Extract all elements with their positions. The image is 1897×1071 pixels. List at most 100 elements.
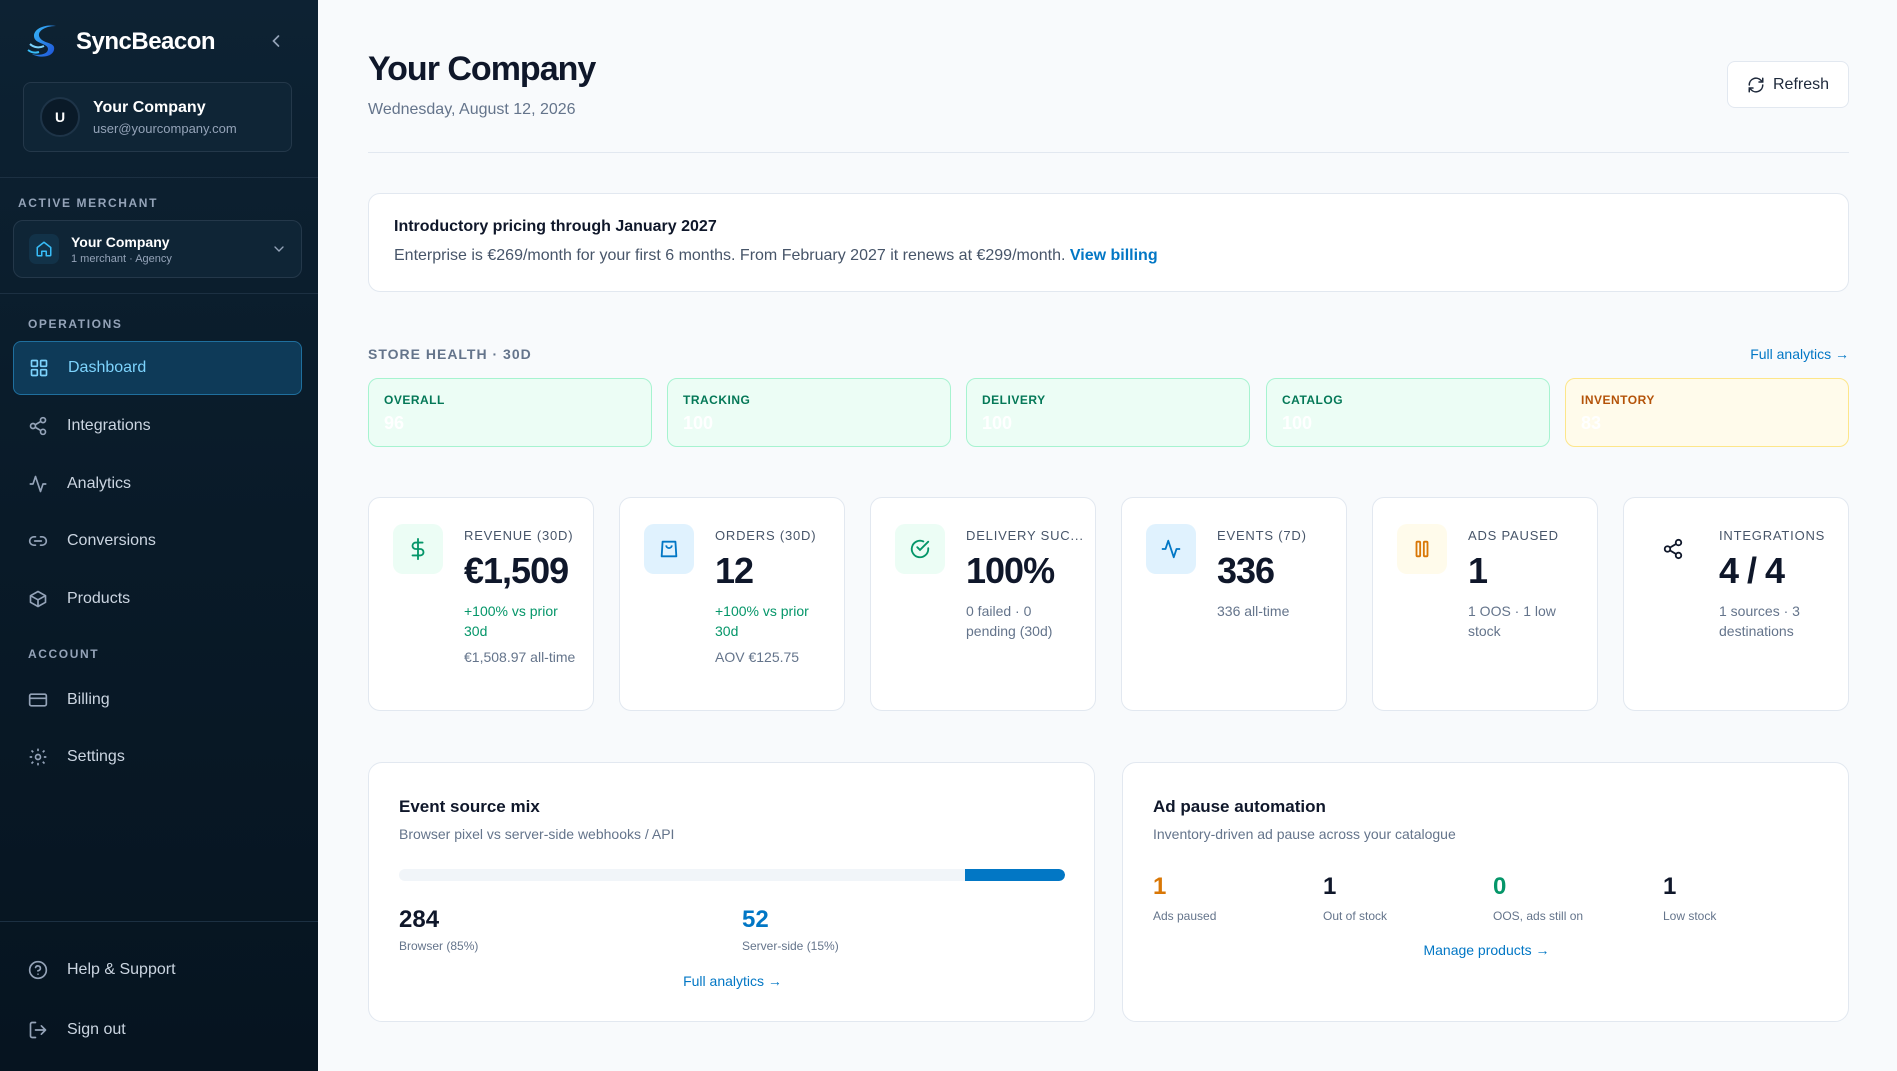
health-card-catalog[interactable]: CATALOG 100 <box>1266 378 1550 447</box>
help-circle-icon <box>28 960 48 980</box>
browser-count: 284 <box>399 906 440 933</box>
banner-title: Introductory pricing through January 202… <box>394 218 717 235</box>
page-title: Your Company <box>368 50 596 88</box>
server-side-bar-segment <box>965 869 1065 881</box>
sidebar-item-label: Dashboard <box>68 359 147 376</box>
sidebar-item-label: Sign out <box>67 1021 126 1038</box>
dollar-icon <box>393 524 443 574</box>
health-card-value: 96 <box>384 413 405 433</box>
kpi-change: +100% vs prior 30d <box>715 603 809 639</box>
oos-ads-on-count: 0 <box>1493 873 1507 900</box>
kpi-value: 1 <box>1468 550 1488 591</box>
kpi-value: 12 <box>715 550 754 591</box>
kpi-card-revenue: REVENUE (30D) €1,509 +100% vs prior 30d … <box>368 497 594 711</box>
sidebar-item-help-support[interactable]: Help & Support <box>13 943 302 997</box>
health-card-name: CATALOG <box>1282 393 1344 407</box>
oos-ads-on-label: OOS, ads still on <box>1493 909 1584 923</box>
health-card-overall[interactable]: OVERALL 96 <box>368 378 652 447</box>
view-billing-link[interactable]: View billing <box>1069 247 1158 264</box>
kpi-label: ORDERS (30D) <box>715 528 817 543</box>
sidebar-item-label: Conversions <box>67 532 156 549</box>
low-stock-label: Low stock <box>1663 909 1717 923</box>
ads-paused-label: Ads paused <box>1153 909 1217 923</box>
sidebar-item-analytics[interactable]: Analytics <box>13 457 302 511</box>
brand[interactable]: SyncBeacon <box>26 22 216 62</box>
sidebar-item-label: Products <box>67 590 131 607</box>
kpi-card-ads-paused: ADS PAUSED 1 1 OOS · 1 low stock <box>1372 497 1598 711</box>
activity-icon <box>28 474 48 494</box>
panel-subtitle: Inventory-driven ad pause across your ca… <box>1153 826 1456 842</box>
banner-body: Enterprise is €269/month for your first … <box>394 247 1823 265</box>
syncbeacon-logo-icon <box>26 22 66 62</box>
health-card-name: OVERALL <box>384 393 445 407</box>
sidebar-item-billing[interactable]: Billing <box>13 673 302 727</box>
manage-products-link[interactable]: Manage products → <box>1423 942 1550 958</box>
out-of-stock-count: 1 <box>1323 873 1337 900</box>
panel-title: Ad pause automation <box>1153 797 1326 816</box>
kpi-label: INTEGRATIONS <box>1719 528 1826 543</box>
merchant-selector[interactable]: Your Company 1 merchant · Agency <box>13 220 302 278</box>
refresh-icon <box>1747 76 1765 94</box>
health-card-value: 100 <box>982 413 1013 433</box>
user-card[interactable]: U Your Company user@yourcompany.com <box>23 82 292 152</box>
logout-icon <box>28 1020 48 1040</box>
sidebar-item-conversions[interactable]: Conversions <box>13 514 302 568</box>
check-circle-icon <box>895 524 945 574</box>
pause-icon <box>1397 524 1447 574</box>
sidebar-item-integrations[interactable]: Integrations <box>13 399 302 453</box>
kpi-change: +100% vs prior 30d <box>464 603 558 639</box>
merchant-name: Your Company <box>71 233 170 250</box>
shopping-bag-icon <box>644 524 694 574</box>
refresh-button[interactable]: Refresh <box>1727 61 1849 108</box>
merchant-sub: 1 merchant · Agency <box>71 252 172 265</box>
sidebar-item-settings[interactable]: Settings <box>13 730 302 784</box>
kpi-label: REVENUE (30D) <box>464 528 574 543</box>
kpi-detail: 1 sources · 3 destinations <box>1719 603 1800 639</box>
kpi-label: DELIVERY SUC... <box>966 528 1084 543</box>
sidebar-item-dashboard[interactable]: Dashboard <box>13 341 302 395</box>
user-email: user@yourcompany.com <box>93 120 237 136</box>
kpi-label: EVENTS (7D) <box>1217 528 1307 543</box>
health-card-delivery[interactable]: DELIVERY 100 <box>966 378 1250 447</box>
grid-icon <box>29 358 49 378</box>
operations-label: OPERATIONS <box>28 317 123 331</box>
kpi-detail: AOV €125.75 <box>715 649 800 665</box>
share-icon <box>1648 524 1698 574</box>
kpi-card-integrations: INTEGRATIONS 4 / 4 1 sources · 3 destina… <box>1623 497 1849 711</box>
sign-out-button[interactable]: Sign out <box>13 1003 302 1057</box>
ad-pause-automation-panel: Ad pause automation Inventory-driven ad … <box>1122 762 1849 1022</box>
server-side-label: Server-side (15%) <box>742 939 839 953</box>
brand-name: SyncBeacon <box>76 28 216 55</box>
divider <box>0 293 318 294</box>
kpi-detail: 336 all-time <box>1217 603 1290 619</box>
health-card-value: 83 <box>1581 413 1602 433</box>
server-side-count: 52 <box>742 906 769 933</box>
health-card-name: DELIVERY <box>982 393 1046 407</box>
kpi-value: €1,509 <box>464 550 569 591</box>
sidebar-item-label: Help & Support <box>67 961 176 978</box>
collapse-sidebar-icon[interactable] <box>266 31 286 51</box>
panel-title: Event source mix <box>399 797 540 816</box>
panel-subtitle: Browser pixel vs server-side webhooks / … <box>399 826 675 842</box>
health-card-name: INVENTORY <box>1581 393 1655 407</box>
event-source-mix-panel: Event source mix Browser pixel vs server… <box>368 762 1095 1022</box>
low-stock-count: 1 <box>1663 873 1677 900</box>
sidebar-item-products[interactable]: Products <box>13 572 302 626</box>
kpi-card-delivery-success: DELIVERY SUC... 100% 0 failed · 0 pendin… <box>870 497 1096 711</box>
health-card-tracking[interactable]: TRACKING 100 <box>667 378 951 447</box>
gear-icon <box>28 747 48 767</box>
health-card-value: 100 <box>1282 413 1313 433</box>
activity-icon <box>1146 524 1196 574</box>
store-health-full-analytics-link[interactable]: Full analytics → <box>1750 346 1849 362</box>
ads-paused-count: 1 <box>1153 873 1167 900</box>
sidebar: SyncBeacon U Your Company user@yourcompa… <box>0 0 318 1071</box>
event-mix-full-analytics-link[interactable]: Full analytics → <box>683 973 782 989</box>
kpi-detail: 1 OOS · 1 low stock <box>1468 603 1556 639</box>
kpi-value: 4 / 4 <box>1719 550 1785 591</box>
sidebar-item-label: Billing <box>67 691 110 708</box>
out-of-stock-label: Out of stock <box>1323 909 1388 923</box>
health-card-inventory[interactable]: INVENTORY 83 <box>1565 378 1849 447</box>
divider <box>0 921 318 922</box>
credit-card-icon <box>28 690 48 710</box>
divider <box>0 177 318 178</box>
